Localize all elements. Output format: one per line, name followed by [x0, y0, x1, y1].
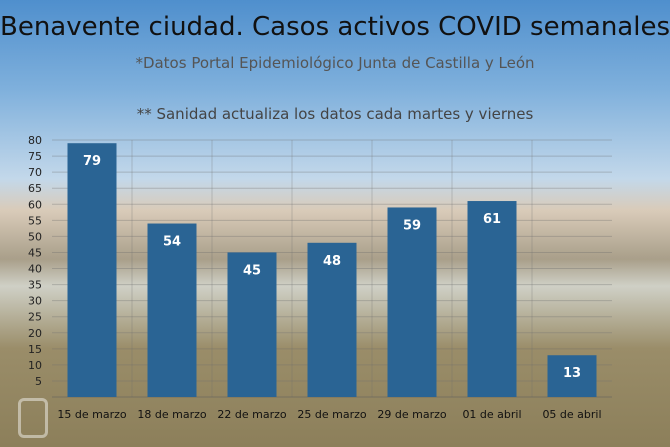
- y-tick-label: 70: [28, 166, 42, 179]
- bar: [547, 355, 597, 397]
- watermark-logo: [18, 398, 48, 438]
- bar: [467, 201, 517, 397]
- y-tick-label: 20: [28, 327, 42, 340]
- y-tick-label: 60: [28, 198, 42, 211]
- chart-subtitle: *Datos Portal Epidemiológico Junta de Ca…: [135, 54, 535, 72]
- bar: [387, 207, 437, 397]
- y-tick-label: 55: [28, 214, 42, 227]
- y-tick-label: 15: [28, 343, 42, 356]
- bar: [147, 223, 197, 397]
- y-tick-label: 65: [28, 182, 42, 195]
- y-tick-label: 30: [28, 295, 42, 308]
- x-tick-label: 29 de marzo: [377, 408, 446, 421]
- x-tick-label: 18 de marzo: [137, 408, 206, 421]
- bar-value-label: 48: [323, 254, 341, 269]
- x-tick-label: 15 de marzo: [57, 408, 126, 421]
- bar-value-label: 45: [243, 263, 261, 278]
- y-tick-label: 75: [28, 150, 42, 163]
- x-tick-label: 05 de abril: [542, 408, 601, 421]
- bar-value-label: 79: [83, 154, 101, 169]
- y-tick-label: 25: [28, 311, 42, 324]
- x-tick-label: 25 de marzo: [297, 408, 366, 421]
- bar-value-label: 13: [563, 366, 581, 381]
- chart-title: Benavente ciudad. Casos activos COVID se…: [0, 12, 670, 42]
- x-tick-label: 01 de abril: [462, 408, 521, 421]
- y-tick-label: 45: [28, 246, 42, 259]
- y-tick-label: 50: [28, 230, 42, 243]
- y-tick-label: 10: [28, 359, 42, 372]
- bar: [67, 143, 117, 397]
- x-tick-label: 22 de marzo: [217, 408, 286, 421]
- bar: [227, 252, 277, 397]
- y-tick-label: 35: [28, 279, 42, 292]
- chart-note: ** Sanidad actualiza los datos cada mart…: [136, 105, 534, 123]
- bar-value-label: 59: [403, 218, 421, 233]
- bar-value-label: 61: [483, 212, 501, 227]
- y-tick-label: 5: [35, 375, 42, 388]
- y-tick-label: 40: [28, 263, 42, 276]
- bar-value-label: 54: [163, 235, 181, 250]
- bar: [307, 242, 357, 397]
- y-tick-label: 80: [28, 134, 42, 147]
